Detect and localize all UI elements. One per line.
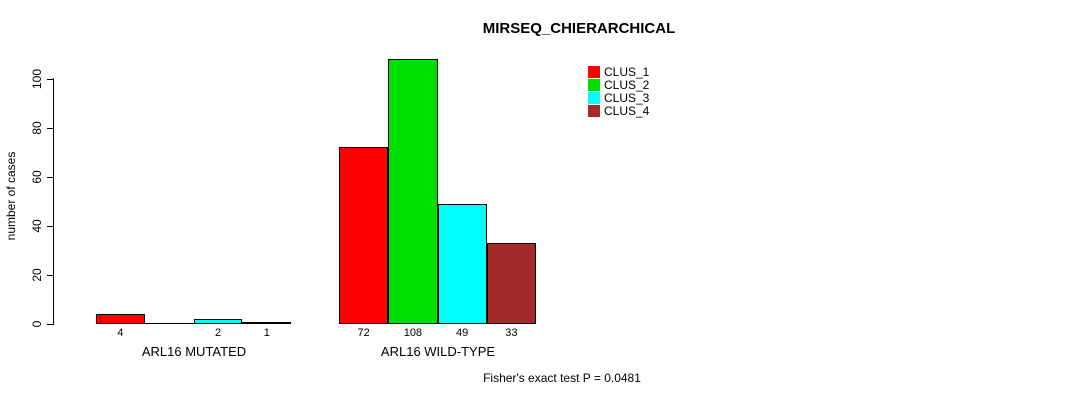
- y-axis-label: number of cases: [4, 151, 18, 241]
- legend-swatch-clus-4: [588, 105, 600, 117]
- y-axis-line: [53, 78, 54, 325]
- y-tick-label: 20: [30, 268, 44, 282]
- chart-title: MIRSEQ_CHIERARCHICAL: [482, 20, 676, 37]
- legend-label-clus-2: CLUS_2: [604, 78, 650, 92]
- y-tick-label: 0: [30, 320, 44, 328]
- y-tick-mark: [47, 226, 54, 227]
- bar-clus_4: [486, 243, 536, 324]
- y-tick-mark: [47, 324, 54, 325]
- y-tick-mark: [47, 79, 54, 80]
- legend-label-clus-3: CLUS_3: [604, 91, 650, 105]
- bar-value-label: 72: [357, 327, 370, 339]
- legend-swatch-clus-2: [588, 79, 600, 91]
- legend-swatch-clus-3: [588, 92, 600, 104]
- legend-label-clus-4: CLUS_4: [604, 104, 650, 118]
- bar-clus_1: [339, 147, 389, 324]
- bar-clus_3: [437, 203, 487, 324]
- y-tick-label: 80: [30, 121, 44, 135]
- bar-clus_3: [193, 319, 243, 324]
- y-tick-mark: [47, 128, 54, 129]
- y-tick-label: 100: [30, 68, 44, 89]
- y-tick-label: 60: [30, 170, 44, 184]
- y-tick-label: 40: [30, 219, 44, 233]
- bar-value-label: 1: [263, 327, 270, 339]
- x-group-label-wildtype: ARL16 WILD-TYPE: [380, 344, 496, 359]
- legend-label-clus-1: CLUS_1: [604, 65, 650, 79]
- x-group-label-mutated: ARL16 MUTATED: [141, 344, 247, 359]
- bar-clus_2: [388, 59, 438, 324]
- fisher-test-annotation: Fisher's exact test P = 0.0481: [483, 371, 641, 385]
- bar-value-label: 4: [117, 327, 124, 339]
- bar-value-label: 33: [505, 327, 518, 339]
- legend-swatch-clus-1: [588, 66, 600, 78]
- bar-value-label: 2: [214, 327, 222, 339]
- y-tick-mark: [47, 177, 54, 178]
- bar-clus_1: [96, 314, 145, 324]
- y-tick-mark: [47, 275, 54, 276]
- bar-value-label: 49: [456, 327, 469, 339]
- bar-value-label: 108: [403, 327, 423, 339]
- bar-clus_4: [242, 321, 292, 324]
